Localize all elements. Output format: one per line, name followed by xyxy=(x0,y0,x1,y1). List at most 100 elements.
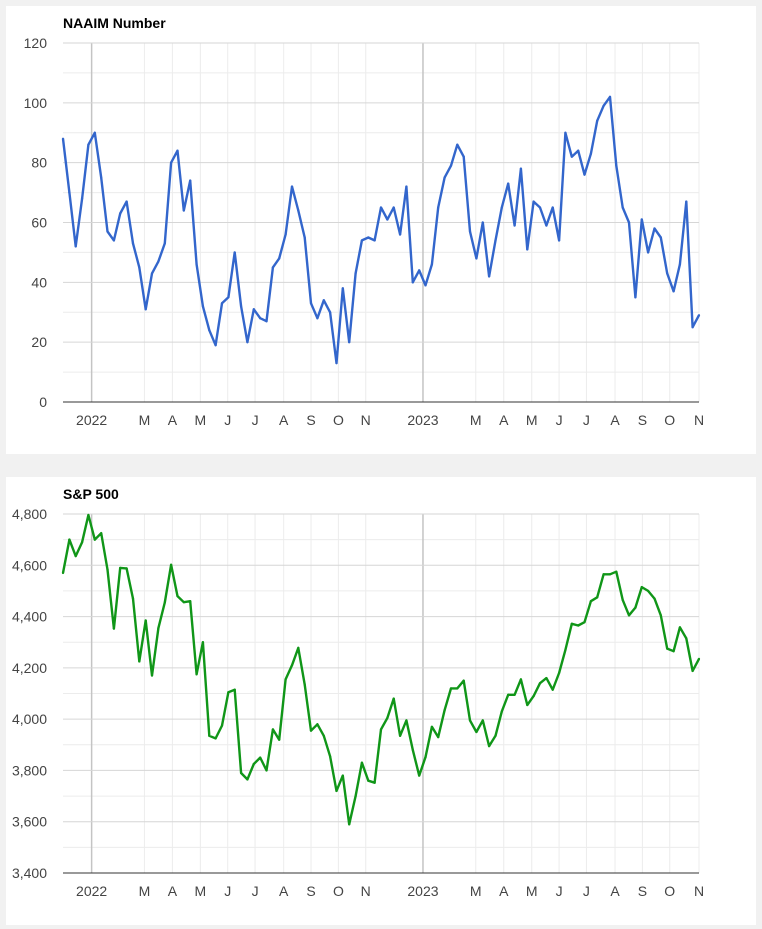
naaim-data-point xyxy=(507,182,510,185)
sp500-data-point xyxy=(233,688,236,691)
naaim-data-point xyxy=(627,221,631,224)
sp500-data-point xyxy=(100,532,103,535)
naaim-data-point xyxy=(494,239,497,242)
naaim-data-point xyxy=(398,233,402,236)
naaim-data-point xyxy=(697,314,701,317)
sp500-data-point xyxy=(392,697,395,700)
sp500-data-point xyxy=(659,614,662,617)
naaim-data-point xyxy=(500,206,503,209)
naaim-data-point xyxy=(634,296,637,299)
sp500-data-point xyxy=(271,728,274,731)
x-tick-label: J xyxy=(556,412,563,428)
sp500-data-point xyxy=(201,641,205,644)
naaim-data-point xyxy=(443,176,446,179)
naaim-data-point xyxy=(513,224,516,227)
sp500-data-point xyxy=(214,737,217,740)
x-tick-label: J xyxy=(224,883,231,899)
x-tick-label: N xyxy=(694,883,704,899)
naaim-data-point xyxy=(564,131,567,134)
naaim-chart-panel: 0 20 40 60 80 100 120 2022 M A M J J A S O N 2023 M A M J J A S O… xyxy=(6,6,756,454)
sp500-data-point xyxy=(239,771,243,775)
sp500-data-point xyxy=(500,710,503,713)
naaim-data-point xyxy=(214,344,217,347)
sp500-data-point xyxy=(627,614,631,617)
naaim-data-point xyxy=(608,95,612,98)
sp500-data-point xyxy=(538,682,542,685)
sp500-data-point xyxy=(195,673,198,676)
naaim-data-point xyxy=(621,206,624,209)
sp500-data-point xyxy=(475,730,478,734)
naaim-data-point xyxy=(551,206,554,209)
sp500-data-point xyxy=(278,738,281,741)
x-tick-label: S xyxy=(306,883,315,899)
x-tick-label: 2022 xyxy=(76,883,107,899)
naaim-data-point xyxy=(519,167,523,170)
sp500-data-point xyxy=(621,598,624,602)
sp500-data-point xyxy=(379,728,383,731)
sp500-data-point xyxy=(189,600,192,603)
x-tick-label: J xyxy=(583,412,590,428)
x-tick-label: A xyxy=(610,412,620,428)
sp500-data-point xyxy=(583,621,586,624)
x-tick-label: A xyxy=(168,883,178,899)
sp500-data-point xyxy=(697,657,701,660)
naaim-data-point xyxy=(678,263,682,266)
sp500-data-point xyxy=(468,719,472,722)
naaim-data-point xyxy=(61,137,65,140)
naaim-data-point xyxy=(106,230,109,233)
sp500-data-point xyxy=(68,538,71,541)
sp500-data-point xyxy=(418,774,421,777)
naaim-data-point xyxy=(602,104,605,107)
x-tick-label: A xyxy=(610,883,620,899)
sp500-data-point xyxy=(430,725,433,728)
sp500-data-point xyxy=(150,674,154,677)
sp500-data-point xyxy=(398,734,402,737)
x-tick-label: 2022 xyxy=(76,412,107,428)
naaim-data-point xyxy=(672,290,675,293)
naaim-data-point xyxy=(437,206,440,209)
x-tick-label: M xyxy=(139,412,151,428)
naaim-data-point xyxy=(583,173,586,176)
sp500-data-point xyxy=(284,678,287,681)
sp500-data-point xyxy=(405,719,408,722)
naaim-data-point xyxy=(131,242,135,245)
x-tick-label: A xyxy=(279,412,289,428)
naaim-data-point xyxy=(329,311,332,314)
naaim-data-point xyxy=(322,299,325,302)
y-tick-label: 4,600 xyxy=(12,557,47,573)
x-tick-label: A xyxy=(168,412,178,428)
x-tick-label: A xyxy=(279,883,289,899)
naaim-data-point xyxy=(265,320,268,323)
x-tick-label: M xyxy=(139,883,151,899)
x-tick-label: J xyxy=(583,883,590,899)
x-tick-label: M xyxy=(526,412,538,428)
x-tick-label: M xyxy=(470,412,482,428)
sp500-data-point xyxy=(290,664,294,667)
sp500-data-point xyxy=(322,734,325,737)
sp500-data-point xyxy=(647,589,650,593)
naaim-data-point xyxy=(418,269,421,272)
sp500-data-point xyxy=(449,687,453,690)
naaim-data-point xyxy=(157,260,160,263)
sp500-data-point xyxy=(335,789,338,793)
sp500-data-point xyxy=(577,624,580,627)
naaim-data-point xyxy=(392,206,395,209)
sp500-data-point xyxy=(170,563,173,566)
x-tick-label: M xyxy=(526,883,538,899)
sp500-data-point xyxy=(163,601,166,604)
naaim-data-point xyxy=(150,272,154,275)
naaim-data-point xyxy=(233,251,236,254)
naaim-data-point xyxy=(647,251,650,254)
sp500-data-point xyxy=(252,762,255,766)
naaim-data-point xyxy=(227,296,230,299)
sp500-data-point xyxy=(297,646,300,649)
sp500-data-point xyxy=(481,719,484,722)
naaim-data-point xyxy=(615,164,618,167)
naaim-data-point xyxy=(596,119,599,122)
naaim-data-point xyxy=(386,218,389,221)
y-tick-label: 120 xyxy=(24,35,48,51)
naaim-data-point xyxy=(284,233,287,236)
sp500-data-point xyxy=(462,679,465,682)
naaim-data-point xyxy=(405,185,408,188)
naaim-data-point xyxy=(475,257,478,260)
